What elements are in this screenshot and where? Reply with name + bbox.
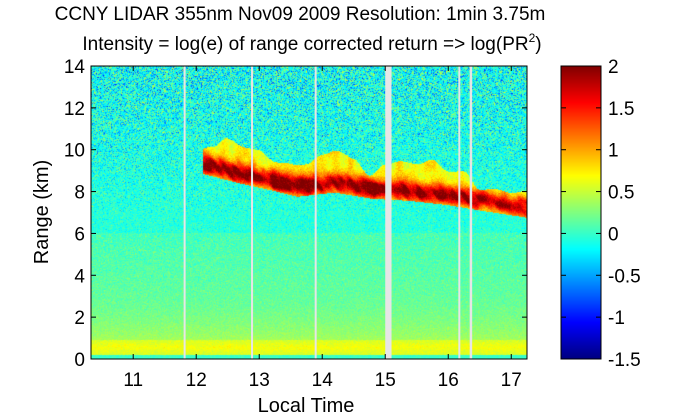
x-axis-label: Local Time <box>258 395 355 417</box>
data-gap <box>183 66 186 359</box>
subtitle-superscript: 2 <box>529 31 536 45</box>
x-tick-label: 14 <box>312 370 334 391</box>
y-tick-label: 14 <box>64 57 86 78</box>
y-tick-label: 12 <box>64 99 85 120</box>
y-tick-label: 2 <box>74 308 85 329</box>
data-gap-layer <box>183 66 473 359</box>
colorbar-tick-label: 2 <box>608 57 619 78</box>
data-gap <box>458 66 461 359</box>
colorbar-gradient <box>561 66 601 359</box>
colorbar-tick-label: -1 <box>608 308 625 329</box>
colorbar-tick-label: -0.5 <box>608 266 641 287</box>
data-gap <box>314 66 317 359</box>
subtitle-suffix: ) <box>535 34 541 55</box>
data-gap <box>469 66 473 359</box>
y-tick-label: 6 <box>74 224 85 245</box>
subtitle-prefix: Intensity = log(e) of range corrected re… <box>82 34 528 55</box>
y-axis-label: Range (km) <box>31 160 53 264</box>
data-gap <box>385 66 392 359</box>
x-tick-label: 13 <box>249 370 270 391</box>
chart-subtitle: Intensity = log(e) of range corrected re… <box>82 31 541 55</box>
colorbar-tick-label: 0 <box>608 224 619 245</box>
colorbar-axis: 2 1.5 1 0.5 0 -0.5 -1 -1.5 <box>561 57 641 371</box>
y-tick-label: 8 <box>74 183 85 204</box>
y-tick-label: 0 <box>74 350 85 371</box>
x-tick-label: 17 <box>501 370 522 391</box>
y-tick-label: 4 <box>74 266 85 287</box>
x-tick-label: 12 <box>186 370 207 391</box>
data-gap <box>251 66 254 359</box>
colorbar-tick-label: 1 <box>608 141 619 162</box>
chart-title: CCNY LIDAR 355nm Nov09 2009 Resolution: … <box>55 4 546 25</box>
x-tick-label: 16 <box>438 370 459 391</box>
colorbar-frame <box>560 65 602 360</box>
y-axis: 0 2 4 6 8 10 12 14 <box>64 57 527 371</box>
lidar-heatmap <box>91 66 527 359</box>
x-tick-label: 11 <box>123 370 143 391</box>
colorbar-tick-label: 0.5 <box>608 183 634 204</box>
y-tick-label: 10 <box>64 141 85 162</box>
plot-frame <box>90 65 528 360</box>
x-axis: 11 12 13 14 15 16 17 <box>123 66 522 391</box>
x-tick-label: 15 <box>375 370 396 391</box>
colorbar-tick-label: 1.5 <box>608 99 634 120</box>
colorbar-tick-label: -1.5 <box>608 350 641 371</box>
